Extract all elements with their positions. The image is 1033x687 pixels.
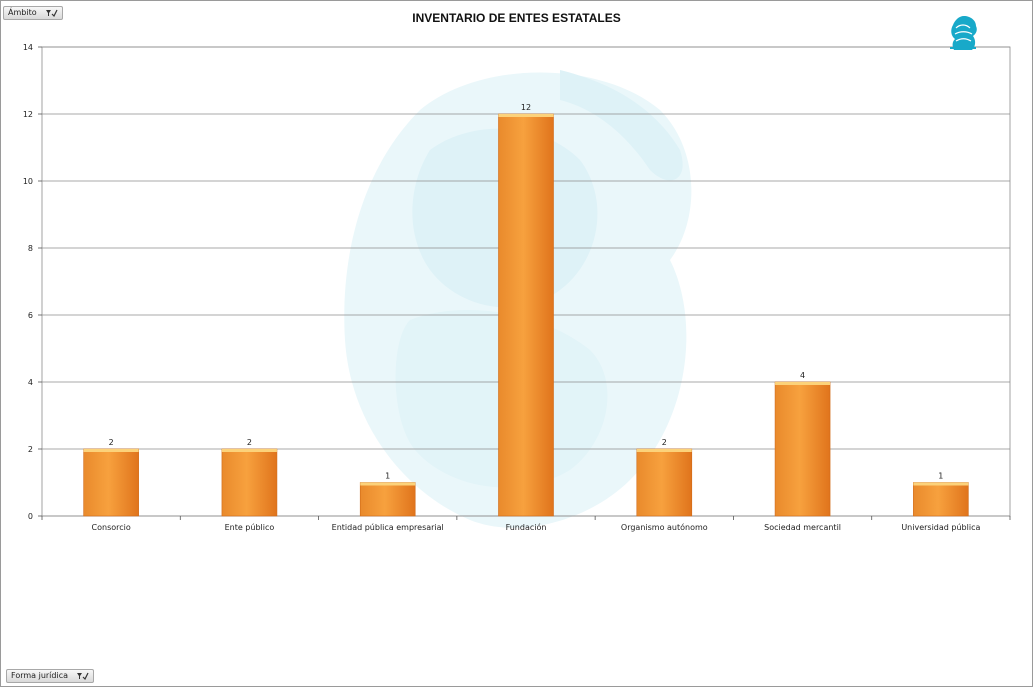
chart-title: INVENTARIO DE ENTES ESTATALES bbox=[412, 11, 621, 25]
y-tick-label: 10 bbox=[23, 177, 33, 186]
y-tick-label: 8 bbox=[28, 244, 33, 253]
bar-top-highlight bbox=[83, 449, 139, 452]
y-tick-label: 4 bbox=[28, 378, 33, 387]
coat-of-arms-logo bbox=[946, 14, 980, 56]
data-label: 2 bbox=[662, 438, 667, 447]
x-tick-label: Ente público bbox=[225, 523, 275, 532]
data-label: 1 bbox=[938, 472, 943, 481]
y-tick-label: 12 bbox=[23, 110, 33, 119]
y-tick-label: 14 bbox=[23, 43, 33, 52]
bar[interactable] bbox=[221, 448, 278, 517]
filter-icon bbox=[45, 8, 58, 18]
bar[interactable] bbox=[774, 381, 831, 517]
data-label: 1 bbox=[385, 472, 390, 481]
y-tick-label: 6 bbox=[28, 311, 33, 320]
forma-juridica-filter-button[interactable]: Forma jurídica bbox=[6, 669, 95, 683]
ambito-filter-button[interactable]: Ámbito bbox=[3, 6, 63, 20]
x-tick-label: Entidad pública empresarial bbox=[332, 523, 444, 532]
data-label: 2 bbox=[109, 438, 114, 447]
y-tick-label: 0 bbox=[28, 512, 33, 521]
bar-top-highlight bbox=[913, 482, 969, 486]
data-label: 12 bbox=[521, 103, 531, 112]
data-label: 4 bbox=[800, 371, 805, 380]
bar[interactable] bbox=[913, 482, 969, 517]
ambito-filter-label: Ámbito bbox=[8, 8, 37, 17]
y-tick-label: 2 bbox=[28, 445, 33, 454]
bar[interactable] bbox=[498, 113, 554, 517]
forma-juridica-filter-label: Forma jurídica bbox=[11, 671, 69, 680]
data-label: 2 bbox=[247, 438, 252, 447]
bar[interactable] bbox=[636, 448, 693, 517]
x-tick-label: Universidad pública bbox=[901, 523, 980, 532]
bar[interactable] bbox=[359, 482, 416, 517]
x-tick-label: Consorcio bbox=[92, 523, 131, 532]
bar[interactable] bbox=[83, 448, 139, 517]
bar-top-highlight bbox=[498, 114, 554, 117]
x-tick-label: Sociedad mercantil bbox=[764, 523, 841, 532]
bar-top-highlight bbox=[775, 382, 831, 385]
bar-top-highlight bbox=[221, 449, 277, 452]
x-tick-label: Fundación bbox=[506, 522, 547, 532]
bar-top-highlight bbox=[636, 449, 692, 452]
x-tick-label: Organismo autónomo bbox=[621, 522, 708, 532]
bar-top-highlight bbox=[360, 482, 416, 486]
filter-icon bbox=[76, 671, 89, 681]
